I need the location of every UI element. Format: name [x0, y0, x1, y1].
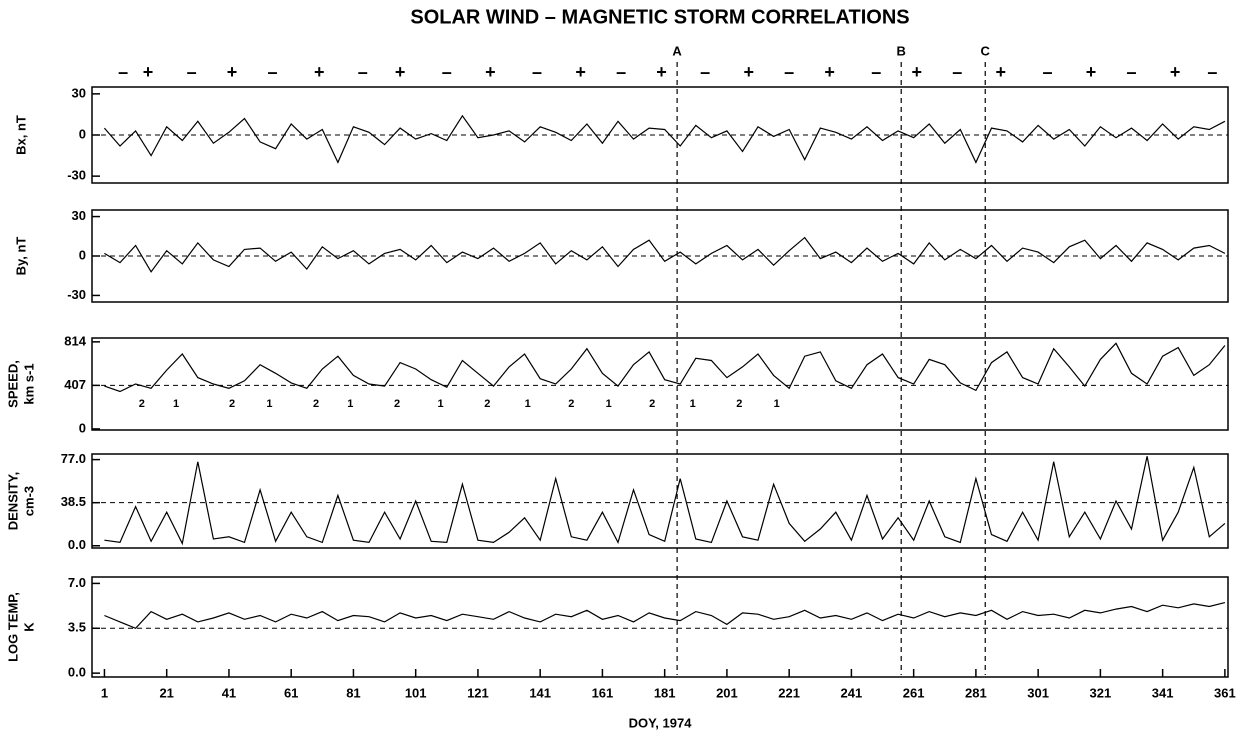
sector-label: + [395, 62, 406, 82]
y-axis-label: km s-1 [21, 363, 36, 404]
x-tick-label: 161 [592, 685, 614, 700]
sector-label: + [656, 62, 667, 82]
panel-frame [91, 337, 1229, 431]
sector-label: – [1207, 62, 1217, 82]
y-tick-label: 77.0 [61, 451, 86, 466]
x-tick-label: 281 [965, 685, 987, 700]
sector-label: – [532, 62, 542, 82]
sector-label: + [1086, 62, 1097, 82]
y-tick-label: 0 [79, 247, 86, 262]
y-tick-label: 30 [72, 85, 86, 100]
x-tick-label: 341 [1152, 685, 1174, 700]
x-tick-label: 21 [159, 685, 173, 700]
y-tick-label: 30 [72, 208, 86, 223]
panel-frame [91, 453, 1229, 549]
event-label: C [981, 43, 991, 58]
stream-label: 2 [736, 398, 742, 410]
stream-label: 2 [484, 398, 490, 410]
y-tick-label: 407 [64, 377, 86, 392]
x-tick-label: 261 [903, 685, 925, 700]
event-label: A [672, 43, 682, 58]
stream-label: 1 [266, 398, 272, 410]
data-line [104, 236, 1226, 273]
y-axis-label: K [21, 622, 36, 632]
sector-label: + [143, 62, 154, 82]
sector-label: + [743, 62, 754, 82]
sector-label: – [871, 62, 881, 82]
sector-label: + [824, 62, 835, 82]
y-tick-label: -30 [67, 168, 86, 183]
chart-title: SOLAR WIND – MAGNETIC STORM CORRELATIONS [410, 6, 909, 28]
x-tick-label: 1 [101, 685, 108, 700]
y-tick-label: 0 [79, 126, 86, 141]
stream-label: 1 [347, 398, 353, 410]
x-tick-label: 301 [1027, 685, 1049, 700]
y-tick-label: 7.0 [68, 575, 86, 590]
sector-label: – [442, 62, 452, 82]
x-tick-label: 321 [1090, 685, 1112, 700]
stream-label: 2 [649, 398, 655, 410]
y-tick-label: 0.0 [68, 665, 86, 680]
stream-label: 1 [173, 398, 179, 410]
sector-label: + [485, 62, 496, 82]
stream-label: 1 [690, 398, 696, 410]
data-line [104, 342, 1226, 393]
x-tick-label: 81 [346, 685, 360, 700]
x-tick-label: 201 [716, 685, 738, 700]
stream-label: 1 [438, 398, 444, 410]
panel-frame [91, 576, 1229, 678]
sector-label: + [314, 62, 325, 82]
sector-label: – [784, 62, 794, 82]
y-axis-label: SPEED, [5, 360, 20, 408]
stream-label: 2 [568, 398, 574, 410]
stream-label: 2 [229, 398, 235, 410]
y-tick-label: 38.5 [61, 494, 86, 509]
stream-label: 1 [606, 398, 612, 410]
x-tick-label: 101 [405, 685, 427, 700]
y-axis-label: LOG TEMP, [5, 592, 20, 662]
x-axis-label: DOY, 1974 [629, 715, 693, 730]
y-tick-label: -30 [67, 287, 86, 302]
y-axis-label: Bx, nT [13, 115, 28, 155]
event-label: B [897, 43, 906, 58]
stream-label: 2 [394, 398, 400, 410]
sector-label: – [700, 62, 710, 82]
sector-label: – [187, 62, 197, 82]
stream-label: 2 [313, 398, 319, 410]
sector-label: – [952, 62, 962, 82]
y-tick-label: 814 [64, 333, 86, 348]
sector-label: – [358, 62, 368, 82]
x-tick-label: 361 [1214, 685, 1236, 700]
data-line [104, 456, 1226, 546]
y-tick-label: 0.0 [68, 537, 86, 552]
x-tick-label: 61 [284, 685, 298, 700]
sector-label: – [1042, 62, 1052, 82]
sector-label: + [996, 62, 1007, 82]
sector-label: – [268, 62, 278, 82]
y-axis-label: DENSITY, [5, 472, 20, 531]
y-tick-label: 0 [79, 420, 86, 435]
y-axis-label: By, nT [13, 237, 28, 276]
x-tick-label: 41 [222, 685, 236, 700]
x-tick-label: 181 [654, 685, 676, 700]
x-tick-label: 141 [529, 685, 551, 700]
sector-label: + [912, 62, 923, 82]
data-line [103, 114, 1226, 164]
stream-label: 1 [525, 398, 531, 410]
y-axis-label: cm-3 [21, 486, 36, 516]
sector-label: – [616, 62, 626, 82]
data-line [104, 602, 1226, 630]
sector-label: + [227, 62, 238, 82]
x-tick-label: 221 [778, 685, 800, 700]
sector-label: + [575, 62, 586, 82]
stream-label: 1 [774, 398, 780, 410]
sector-label: + [1170, 62, 1181, 82]
sector-label: – [118, 62, 128, 82]
x-tick-label: 241 [841, 685, 863, 700]
sector-label: – [1127, 62, 1137, 82]
y-tick-label: 3.5 [68, 620, 86, 635]
x-tick-label: 121 [467, 685, 489, 700]
stream-label: 2 [139, 398, 145, 410]
